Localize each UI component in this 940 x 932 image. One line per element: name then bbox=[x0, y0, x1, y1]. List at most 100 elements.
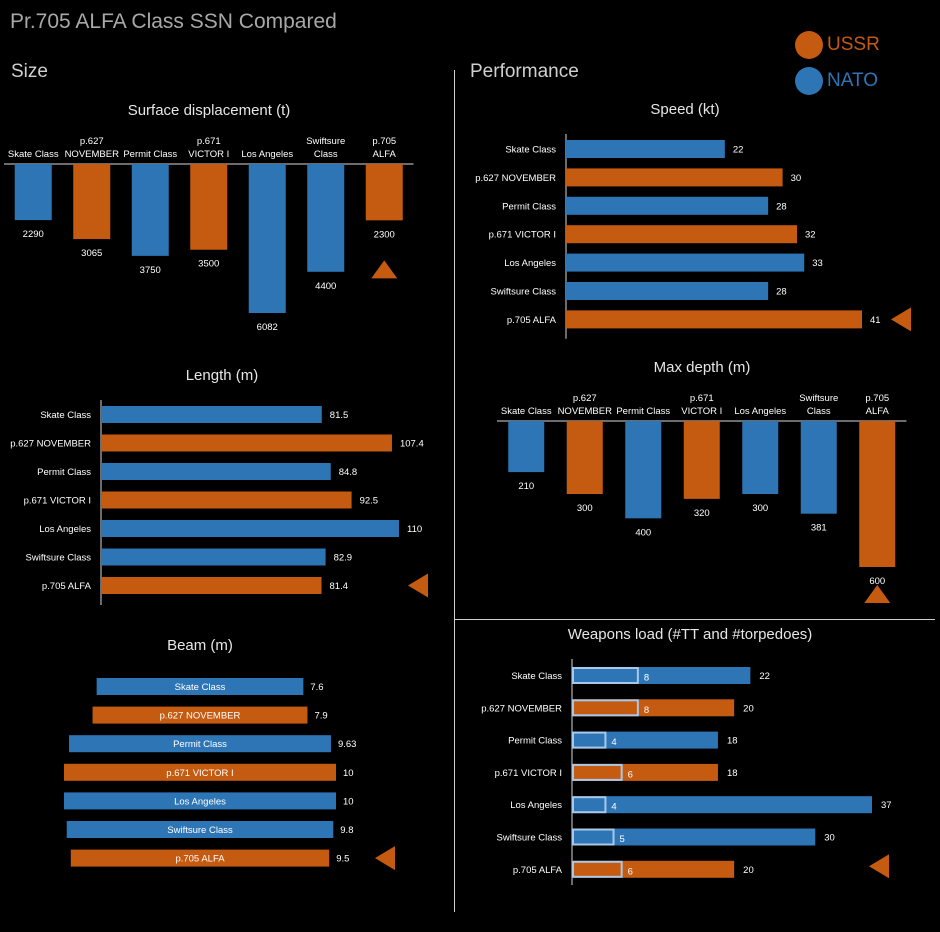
value-label-los-angeles: 300 bbox=[752, 503, 768, 514]
chart-depth: Skate Class 210 p.627 NOVEMBER 300 Permit Cla… bbox=[497, 393, 907, 603]
bar-skate-class bbox=[101, 406, 322, 423]
category-label-skate-class: Skate Class bbox=[501, 406, 552, 417]
bar-permit-class bbox=[566, 196, 769, 215]
bar-p-705-alfa bbox=[365, 164, 403, 221]
category-label-p-627-november: p.627 NOVEMBER bbox=[160, 711, 241, 722]
value-label-swiftsure-class: 4400 bbox=[315, 281, 336, 292]
category-label-los-angeles: Los Angeles bbox=[174, 796, 226, 807]
category-label-skate-class: Skate Class bbox=[8, 149, 59, 160]
legend-label-nato: NATO bbox=[827, 70, 879, 91]
value-label-torpedoes-p-627-november: 20 bbox=[743, 703, 754, 714]
bar-p-671-victor-i bbox=[101, 491, 352, 509]
section-title-performance: Performance bbox=[470, 61, 579, 82]
bar-p-671-victor-i bbox=[566, 225, 798, 244]
bar-tubes-p-671-victor-i bbox=[572, 763, 623, 781]
value-label-p-671-victor-i: 320 bbox=[694, 508, 710, 519]
legend-swatch-nato bbox=[795, 67, 823, 95]
bar-p-627-november bbox=[566, 421, 603, 494]
value-label-los-angeles: 33 bbox=[812, 258, 823, 269]
chart-weapons: Skate Class 22 8 p.627 NOVEMBER 20 8 Permit Cl… bbox=[481, 659, 892, 885]
category-label-p-627-november: p.627 NOVEMBER bbox=[10, 439, 91, 450]
horizontal-divider bbox=[455, 619, 935, 620]
category-label-permit-class: Permit Class bbox=[502, 201, 556, 212]
value-label-torpedoes-skate-class: 22 bbox=[759, 671, 770, 682]
chart-title-displacement: Surface displacement (t) bbox=[127, 102, 291, 119]
value-label-p-627-november: 7.9 bbox=[314, 711, 327, 722]
chart-displacement: Skate Class 2290 p.627 NOVEMBER 3065 Permit C… bbox=[4, 136, 414, 333]
value-label-tubes-p-705-alfa: 6 bbox=[628, 866, 633, 877]
category-label-p-671-victor-i: p.671 VICTOR I bbox=[489, 230, 556, 241]
bar-torpedoes-swiftsure-class bbox=[572, 828, 816, 846]
value-label-p-671-victor-i: 92.5 bbox=[360, 496, 379, 507]
value-label-permit-class: 400 bbox=[635, 527, 651, 538]
category-label-skate-class: Skate Class bbox=[40, 410, 91, 421]
highlight-marker-icon bbox=[864, 585, 891, 603]
bar-los-angeles bbox=[101, 520, 399, 537]
bar-tubes-skate-class bbox=[572, 667, 639, 684]
category-label-p-671-victor-i: p.671 VICTOR I bbox=[166, 768, 233, 779]
category-label-swiftsure-class: Class bbox=[314, 149, 338, 160]
bar-p-671-victor-i bbox=[190, 164, 228, 250]
value-label-p-627-november: 3065 bbox=[81, 248, 102, 259]
bar-p-671-victor-i bbox=[683, 421, 720, 499]
value-label-p-627-november: 300 bbox=[577, 503, 593, 514]
value-label-p-705-alfa: 9.5 bbox=[336, 854, 349, 865]
bar-p-627-november bbox=[101, 434, 392, 452]
value-label-p-671-victor-i: 10 bbox=[343, 768, 354, 779]
legend-swatch-ussr bbox=[795, 31, 823, 59]
bar-p-671-victor-i bbox=[64, 763, 336, 781]
highlight-marker-icon bbox=[408, 573, 428, 598]
bar-swiftsure-class bbox=[101, 548, 326, 566]
value-label-skate-class: 7.6 bbox=[310, 682, 323, 693]
value-label-p-705-alfa: 600 bbox=[869, 576, 885, 587]
highlight-marker-icon bbox=[869, 854, 889, 879]
legend-item-ussr: USSR bbox=[795, 31, 880, 59]
bar-los-angeles bbox=[64, 792, 336, 810]
bar-swiftsure-class bbox=[566, 282, 769, 300]
bar-torpedoes-los-angeles bbox=[572, 796, 872, 814]
category-label-p-627-november: p.627 NOVEMBER bbox=[481, 703, 562, 714]
bar-tubes-p-627-november bbox=[572, 699, 639, 717]
category-label-skate-class: Skate Class bbox=[175, 682, 226, 693]
value-label-permit-class: 28 bbox=[776, 201, 787, 212]
category-label-permit-class: Permit Class bbox=[173, 739, 227, 750]
category-label-los-angeles: Los Angeles bbox=[241, 149, 293, 160]
bar-los-angeles bbox=[566, 253, 805, 272]
value-label-los-angeles: 110 bbox=[407, 524, 422, 535]
bar-torpedoes-p-671-victor-i bbox=[572, 763, 718, 781]
value-label-swiftsure-class: 9.8 bbox=[340, 825, 353, 836]
bar-skate-class bbox=[508, 421, 545, 473]
category-label-p-671-victor-i: VICTOR I bbox=[681, 406, 722, 417]
legend-item-nato: NATO bbox=[795, 67, 878, 95]
category-label-p-627-november: p.627 bbox=[573, 393, 597, 404]
bar-swiftsure-class bbox=[66, 821, 334, 838]
value-label-tubes-skate-class: 8 bbox=[644, 673, 649, 684]
value-label-skate-class: 2290 bbox=[23, 229, 44, 240]
value-label-p-705-alfa: 41 bbox=[870, 315, 881, 326]
bar-permit-class bbox=[69, 735, 331, 753]
category-label-los-angeles: Los Angeles bbox=[734, 406, 786, 417]
category-label-los-angeles: Los Angeles bbox=[39, 524, 91, 535]
value-label-torpedoes-swiftsure-class: 30 bbox=[824, 833, 835, 844]
value-label-p-627-november: 30 bbox=[791, 173, 802, 184]
bar-skate-class bbox=[96, 678, 304, 695]
highlight-marker-icon bbox=[891, 307, 911, 332]
chart-title-speed: Speed (kt) bbox=[650, 101, 720, 118]
bar-tubes-p-705-alfa bbox=[572, 860, 623, 878]
value-label-tubes-los-angeles: 4 bbox=[611, 802, 616, 813]
category-label-swiftsure-class: Swiftsure bbox=[306, 136, 345, 147]
bar-los-angeles bbox=[742, 421, 779, 494]
value-label-los-angeles: 10 bbox=[343, 796, 354, 807]
category-label-p-705-alfa: p.705 ALFA bbox=[42, 581, 92, 592]
category-label-swiftsure-class: Swiftsure Class bbox=[167, 825, 233, 836]
chart-title-beam: Beam (m) bbox=[167, 637, 233, 654]
bar-swiftsure-class bbox=[800, 421, 837, 514]
section-title-size: Size bbox=[11, 61, 48, 82]
bar-tubes-swiftsure-class bbox=[572, 828, 615, 846]
category-label-p-671-victor-i: p.671 bbox=[197, 136, 221, 147]
chart-title-depth: Max depth (m) bbox=[653, 359, 751, 376]
value-label-torpedoes-permit-class: 18 bbox=[727, 736, 738, 747]
category-label-swiftsure-class: Swiftsure bbox=[799, 393, 838, 404]
value-label-swiftsure-class: 28 bbox=[776, 287, 787, 298]
bar-p-627-november bbox=[73, 164, 111, 240]
